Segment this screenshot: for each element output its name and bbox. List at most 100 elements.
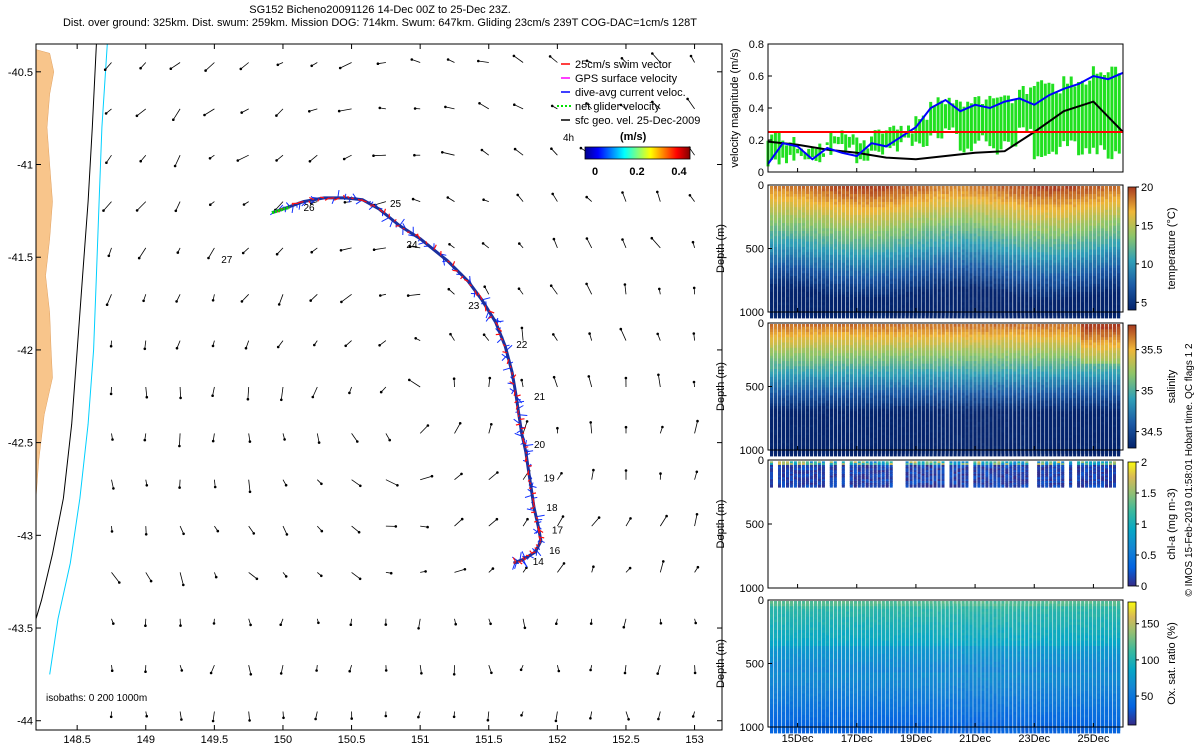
velocity-y-tick-label: 0.8 xyxy=(749,39,764,51)
surface-velocity-vector xyxy=(379,340,387,346)
surface-velocity-vector xyxy=(340,62,352,69)
surface-velocity-arrowhead xyxy=(211,439,215,443)
surface-velocity-arrowhead xyxy=(204,69,207,72)
map-x-tick-label: 152.5 xyxy=(612,734,640,746)
surface-velocity-arrowhead xyxy=(284,575,288,578)
surface-velocity-arrowhead xyxy=(112,487,115,490)
surface-velocity-vector xyxy=(276,154,284,161)
surface-velocity-arrowhead xyxy=(589,668,592,672)
surface-velocity-arrowhead xyxy=(248,490,252,494)
surface-velocity-arrowhead xyxy=(496,471,499,474)
surface-velocity-arrowhead xyxy=(240,300,244,303)
surface-velocity-arrowhead xyxy=(686,97,689,101)
surface-velocity-vector xyxy=(309,108,318,112)
swim-vector xyxy=(509,381,515,385)
swim-vector xyxy=(479,295,483,301)
surface-velocity-vector xyxy=(280,665,284,674)
surface-velocity-vector xyxy=(659,561,664,573)
surface-velocity-vector xyxy=(522,618,526,628)
surface-velocity-vector xyxy=(136,108,147,117)
surface-velocity-arrowhead xyxy=(460,472,463,476)
surface-velocity-arrowhead xyxy=(621,191,624,194)
surface-velocity-vector xyxy=(344,154,352,160)
surface-velocity-arrowhead xyxy=(104,112,108,115)
surface-velocity-arrowhead xyxy=(182,532,185,536)
surface-velocity-vector xyxy=(620,328,627,341)
surface-velocity-arrowhead xyxy=(525,566,528,569)
surface-velocity-arrowhead xyxy=(550,147,553,150)
surface-velocity-vector xyxy=(689,195,695,202)
surface-velocity-arrowhead xyxy=(173,164,177,168)
swim-vector xyxy=(532,498,535,504)
surface-velocity-arrowhead xyxy=(379,294,382,297)
surface-velocity-vector xyxy=(248,525,255,534)
surface-velocity-arrowhead xyxy=(179,396,182,400)
surface-velocity-arrowhead xyxy=(624,425,628,429)
surface-velocity-vector xyxy=(591,470,594,480)
surface-velocity-arrowhead xyxy=(513,147,517,151)
surface-velocity-arrowhead xyxy=(143,438,147,442)
swim-vector xyxy=(537,525,541,532)
surface-velocity-arrowhead xyxy=(691,715,695,718)
swim-vector xyxy=(520,427,527,430)
surface-velocity-vector xyxy=(351,525,360,533)
surface-velocity-vector xyxy=(247,386,250,400)
surface-velocity-arrowhead xyxy=(311,395,315,399)
surface-velocity-arrowhead xyxy=(384,714,388,718)
swim-vector xyxy=(452,269,458,272)
surface-velocity-arrowhead xyxy=(413,153,416,157)
map-y-tick-label: -41 xyxy=(17,160,33,172)
surface-velocity-arrowhead xyxy=(244,346,248,350)
swim-vector xyxy=(534,520,538,523)
surface-velocity-vector xyxy=(248,572,258,580)
surface-velocity-arrowhead xyxy=(348,669,352,673)
surface-velocity-arrowhead xyxy=(477,59,480,63)
surface-velocity-vector xyxy=(551,148,558,156)
surface-velocity-arrowhead xyxy=(143,347,147,351)
surface-velocity-vector xyxy=(179,572,184,585)
surface-velocity-arrowhead xyxy=(417,627,420,630)
surface-velocity-vector xyxy=(586,283,593,295)
surface-velocity-arrowhead xyxy=(283,438,286,441)
surface-velocity-arrowhead xyxy=(592,468,595,472)
surface-velocity-arrowhead xyxy=(249,623,252,627)
surface-velocity-arrowhead xyxy=(628,566,632,570)
colorbar-tick-label: 0.4 xyxy=(671,166,687,178)
surface-velocity-arrowhead xyxy=(651,100,654,104)
surface-velocity-arrowhead xyxy=(551,192,554,196)
surface-velocity-arrowhead xyxy=(317,441,321,444)
swim-vector xyxy=(433,244,437,251)
swim-vector xyxy=(463,278,469,282)
surface-velocity-field xyxy=(102,52,700,723)
colorbar-corner-label: 4h xyxy=(563,133,574,144)
surface-velocity-vector xyxy=(694,421,698,434)
surface-velocity-arrowhead xyxy=(624,469,628,472)
surface-velocity-arrowhead xyxy=(597,516,601,519)
swim-vector xyxy=(540,536,545,539)
surface-velocity-arrowhead xyxy=(589,622,593,625)
surface-velocity-vector xyxy=(144,340,147,349)
surface-velocity-vector xyxy=(478,60,489,63)
surface-velocity-vector xyxy=(419,665,422,674)
surface-velocity-vector xyxy=(488,472,498,481)
map-y-tick-label: -41.5 xyxy=(8,252,33,264)
surface-velocity-arrowhead xyxy=(214,575,218,579)
day-label: 27 xyxy=(221,255,233,266)
map-x-tick-label: 149 xyxy=(137,734,155,746)
surface-velocity-arrowhead xyxy=(548,55,552,58)
surface-velocity-arrowhead xyxy=(413,107,417,110)
swim-vector xyxy=(517,410,519,414)
surface-velocity-arrowhead xyxy=(344,344,348,348)
swim-vector xyxy=(538,535,542,542)
surface-velocity-arrowhead xyxy=(622,625,626,629)
surface-velocity-vector xyxy=(652,101,661,110)
surface-velocity-arrowhead xyxy=(209,203,212,206)
surface-velocity-arrowhead xyxy=(358,577,362,581)
surface-velocity-arrowhead xyxy=(280,398,283,402)
surface-velocity-arrowhead xyxy=(549,284,553,288)
surface-velocity-vector xyxy=(442,151,455,156)
surface-velocity-vector xyxy=(205,62,215,71)
surface-velocity-arrowhead xyxy=(175,300,178,303)
velocity-y-tick-label: 0.2 xyxy=(749,135,764,147)
